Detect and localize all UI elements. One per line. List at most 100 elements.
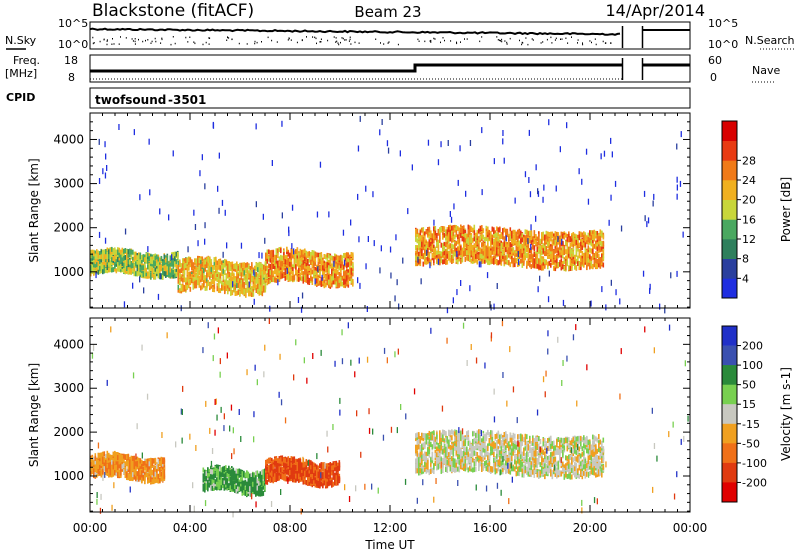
- power-cell: [463, 251, 465, 257]
- power-noise-cell: [417, 256, 419, 263]
- power-cell: [502, 228, 504, 234]
- power-cell: [503, 246, 506, 252]
- power-colorbar-tick-label: 8: [742, 253, 749, 266]
- power-cell: [264, 287, 267, 293]
- power-cell: [451, 225, 453, 231]
- power-cell: [439, 260, 441, 266]
- power-cell: [136, 255, 139, 261]
- power-cell: [206, 261, 208, 267]
- power-cell: [448, 233, 450, 239]
- power-cell: [90, 271, 92, 277]
- power-cell: [254, 265, 256, 271]
- power-cell: [461, 236, 464, 242]
- power-cell: [144, 273, 146, 279]
- power-cell: [127, 269, 130, 275]
- power-cell: [129, 252, 131, 257]
- nsearch-dot: [501, 38, 503, 41]
- power-colorbar-segment: [722, 199, 737, 220]
- power-cell: [94, 259, 97, 265]
- power-cell: [583, 257, 585, 263]
- power-cell: [346, 281, 348, 287]
- nsearch-dot: [388, 41, 390, 43]
- power-cell: [470, 246, 473, 252]
- power-cell: [568, 233, 570, 239]
- power-cell: [464, 239, 467, 245]
- power-cell: [599, 247, 602, 253]
- power-cell: [451, 230, 453, 236]
- power-cell: [556, 258, 558, 264]
- nsearch-dot: [106, 39, 108, 41]
- power-cell: [445, 235, 447, 241]
- power-cell: [449, 243, 452, 249]
- power-cell: [123, 262, 125, 268]
- power-cell: [111, 250, 113, 256]
- power-cell: [593, 262, 596, 268]
- power-cell: [263, 279, 265, 285]
- power-cell: [572, 245, 575, 251]
- power-cell: [117, 249, 119, 255]
- power-cell: [207, 281, 210, 287]
- power-cell: [488, 247, 491, 252]
- power-cell: [292, 253, 294, 259]
- power-cell: [243, 289, 246, 295]
- power-cell: [328, 271, 330, 277]
- power-cell: [569, 247, 572, 253]
- power-cell: [237, 273, 240, 279]
- nsky-bottom-tick: 10^0: [58, 38, 88, 51]
- power-cell: [271, 270, 273, 276]
- power-cell: [186, 265, 189, 271]
- power-cell: [147, 258, 149, 264]
- velocity-cell: [103, 457, 106, 463]
- velocity-cell: [96, 468, 98, 473]
- power-cell: [482, 250, 485, 256]
- cpid-value: -3501: [168, 93, 206, 107]
- power-cell: [171, 259, 173, 265]
- power-cell: [185, 284, 187, 290]
- power-cell: [204, 285, 207, 291]
- power-cell: [251, 287, 253, 293]
- nsearch-dot: [349, 38, 351, 41]
- power-cell: [284, 268, 287, 274]
- power-cell: [530, 240, 533, 246]
- power-cell: [275, 277, 278, 283]
- power-cell: [572, 259, 575, 264]
- power-cell: [541, 239, 543, 245]
- power-ytick-label: 3000: [53, 177, 84, 191]
- power-cell: [144, 263, 146, 269]
- power-cell: [346, 253, 348, 259]
- power-cell: [491, 258, 494, 264]
- power-noise-cell: [98, 231, 101, 238]
- nsearch-dot: [312, 36, 314, 38]
- power-cell: [251, 263, 253, 269]
- power-cell: [340, 268, 342, 274]
- power-cell: [418, 251, 420, 257]
- nave-label: Nave: [752, 64, 780, 77]
- power-cell: [222, 260, 225, 266]
- power-cell: [305, 250, 308, 256]
- power-cell: [527, 241, 530, 247]
- power-cell: [545, 230, 548, 236]
- power-noise-cell: [399, 150, 401, 157]
- power-cell: [559, 242, 561, 248]
- power-cell: [422, 254, 425, 260]
- power-cell: [530, 232, 533, 238]
- power-noise-cell: [659, 303, 661, 310]
- power-noise-cell: [644, 215, 646, 222]
- power-cell: [286, 246, 288, 252]
- power-cell: [334, 273, 336, 279]
- power-colorbar-frame: [721, 120, 738, 299]
- power-cell: [233, 279, 235, 285]
- power-cell: [182, 284, 184, 290]
- power-cell: [242, 262, 244, 268]
- power-cell: [568, 265, 570, 271]
- power-noise-cell: [357, 277, 359, 284]
- power-noise-cell: [222, 251, 224, 258]
- power-cell: [535, 240, 537, 246]
- nsearch-dot: [350, 43, 352, 45]
- power-cell: [121, 252, 124, 258]
- power-cell: [487, 229, 489, 235]
- power-cell: [271, 249, 273, 255]
- power-cell: [571, 259, 573, 265]
- nsearch-dot: [142, 40, 144, 43]
- power-noise-cell: [481, 189, 483, 196]
